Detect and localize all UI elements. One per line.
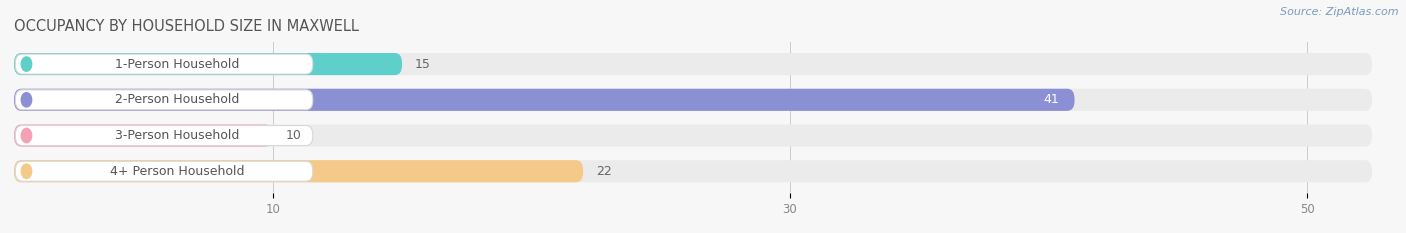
FancyBboxPatch shape bbox=[15, 90, 312, 110]
FancyBboxPatch shape bbox=[15, 161, 312, 181]
Text: 2-Person Household: 2-Person Household bbox=[115, 93, 239, 106]
FancyBboxPatch shape bbox=[14, 89, 1074, 111]
Text: 1-Person Household: 1-Person Household bbox=[115, 58, 239, 71]
Text: 4+ Person Household: 4+ Person Household bbox=[110, 165, 245, 178]
Text: 15: 15 bbox=[415, 58, 430, 71]
Text: 3-Person Household: 3-Person Household bbox=[115, 129, 239, 142]
FancyBboxPatch shape bbox=[15, 54, 312, 74]
FancyBboxPatch shape bbox=[14, 53, 1372, 75]
Text: 22: 22 bbox=[596, 165, 612, 178]
FancyBboxPatch shape bbox=[14, 160, 583, 182]
FancyBboxPatch shape bbox=[14, 53, 402, 75]
Text: 41: 41 bbox=[1043, 93, 1059, 106]
Circle shape bbox=[21, 164, 32, 178]
FancyBboxPatch shape bbox=[14, 160, 1372, 182]
FancyBboxPatch shape bbox=[15, 126, 312, 145]
Circle shape bbox=[21, 93, 32, 107]
Circle shape bbox=[21, 57, 32, 71]
Text: 10: 10 bbox=[285, 129, 301, 142]
FancyBboxPatch shape bbox=[14, 124, 1372, 147]
FancyBboxPatch shape bbox=[14, 89, 1372, 111]
Circle shape bbox=[21, 128, 32, 143]
Text: OCCUPANCY BY HOUSEHOLD SIZE IN MAXWELL: OCCUPANCY BY HOUSEHOLD SIZE IN MAXWELL bbox=[14, 19, 359, 34]
Text: Source: ZipAtlas.com: Source: ZipAtlas.com bbox=[1281, 7, 1399, 17]
FancyBboxPatch shape bbox=[14, 124, 273, 147]
